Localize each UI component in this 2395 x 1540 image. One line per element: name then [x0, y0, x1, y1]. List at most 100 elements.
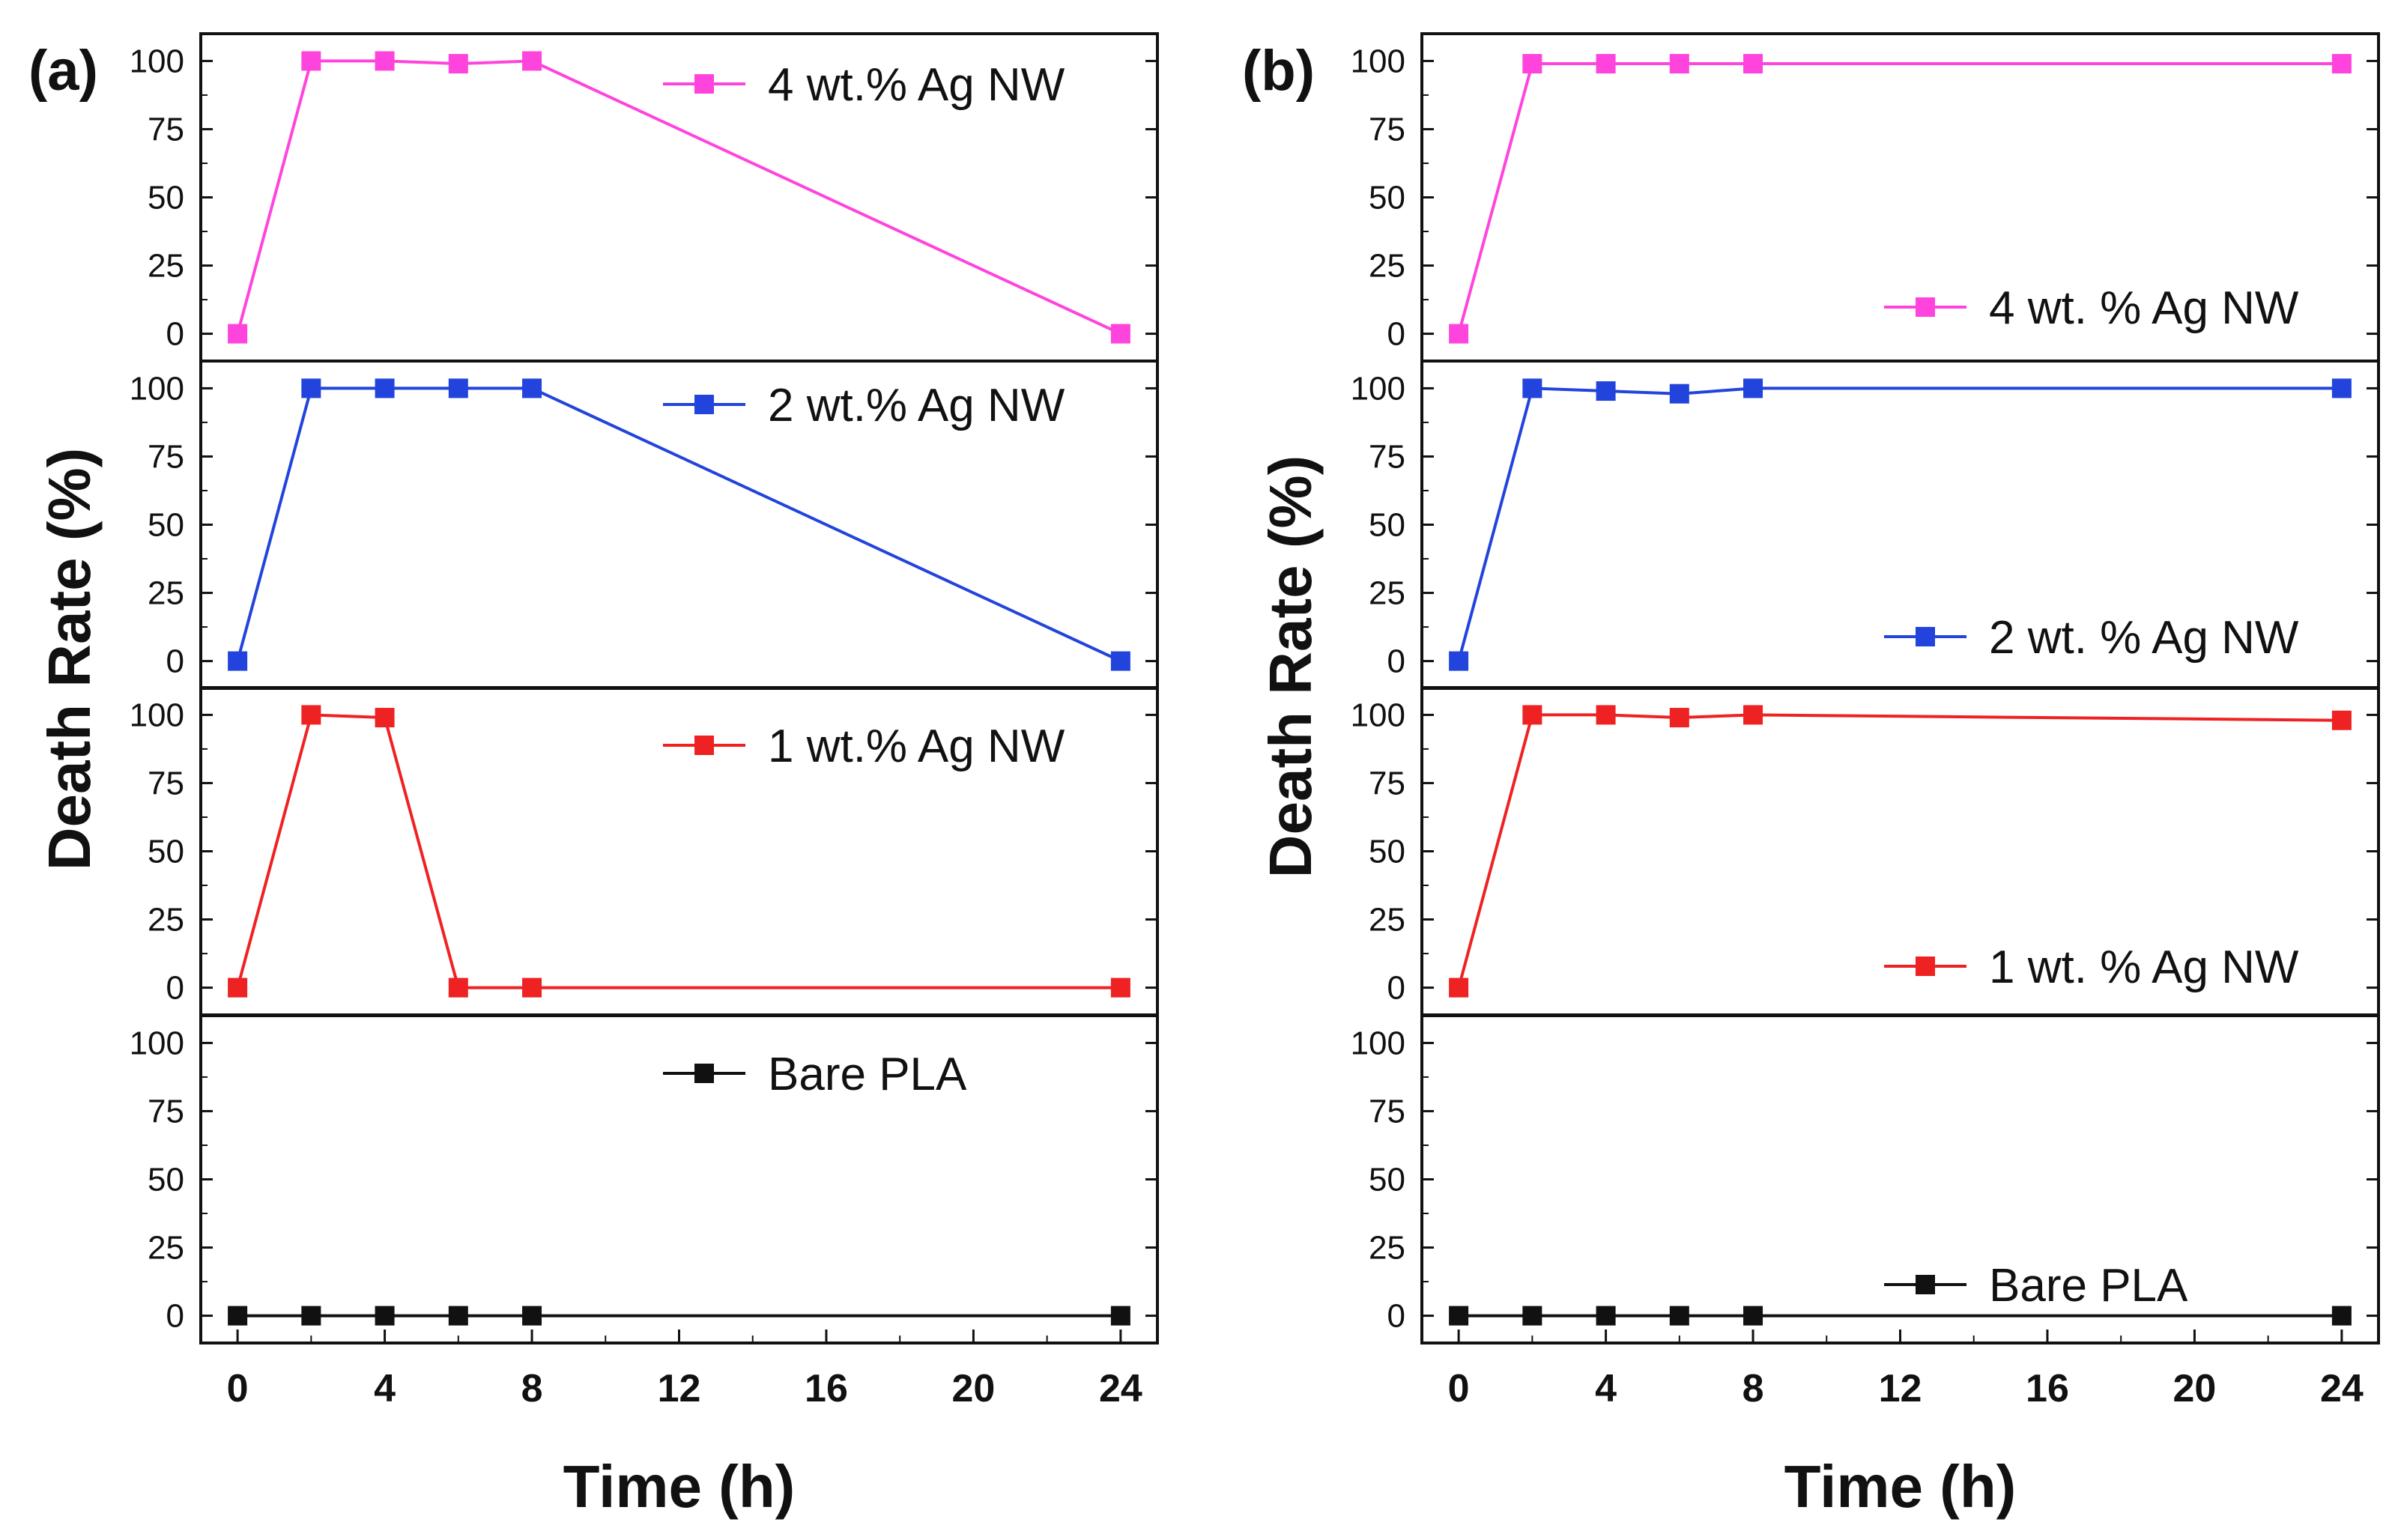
data-point [1743, 54, 1763, 74]
data-point [228, 977, 248, 998]
y-tick-label: 0 [166, 970, 184, 1007]
subplot-2: 0 25 50 75 100 2 wt.% Ag NW [130, 360, 1159, 690]
series-line [236, 713, 1121, 989]
data-point [2331, 1306, 2352, 1326]
panel-a: (a) Death Rate (%) Time (h) 0 25 50 75 100 4 wt.… [28, 32, 1159, 1520]
series-line [236, 386, 1121, 663]
series-line [1457, 62, 2342, 335]
y-tick-label: 0 [1387, 970, 1405, 1007]
y-tick-label: 0 [1387, 643, 1405, 680]
y-tick-label: 0 [1387, 1298, 1405, 1335]
y-tick-label: 75 [1369, 1093, 1405, 1130]
data-point [1669, 1306, 1689, 1326]
y-tick-label: 100 [130, 697, 184, 733]
legend-label: 1 wt. % Ag NW [1989, 942, 2299, 993]
data-point [1522, 378, 1542, 398]
data-point [448, 378, 468, 398]
data-point [1522, 54, 1542, 74]
legend-marker [694, 395, 714, 414]
subplot-3: 0 25 50 75 100 1 wt.% Ag NW [130, 686, 1159, 1016]
legend-label: 4 wt.% Ag NW [768, 59, 1065, 111]
data-point [375, 1306, 395, 1326]
data-point [522, 977, 542, 998]
series-line [1457, 386, 2342, 662]
legend-label: 1 wt.% Ag NW [768, 721, 1065, 772]
subplot-2: 0 25 50 75 100 2 wt. % Ag NW [1351, 360, 2380, 690]
y-tick-label: 50 [1369, 834, 1405, 870]
y-tick-label: 25 [1369, 248, 1405, 285]
legend-label: Bare PLA [1989, 1260, 2188, 1312]
y-tick-label: 100 [1351, 1025, 1405, 1061]
y-tick-label: 25 [148, 248, 184, 285]
y-tick-label: 75 [148, 765, 184, 801]
subplot-1: 0 25 50 75 100 4 wt. % Ag NW [1351, 32, 2380, 363]
y-tick-label: 50 [1369, 180, 1405, 216]
data-point [2331, 378, 2352, 398]
data-point [2331, 54, 2352, 74]
data-point [375, 51, 395, 71]
y-tick-label: 100 [130, 43, 184, 79]
x-tick-label: 16 [805, 1367, 848, 1410]
data-point [522, 51, 542, 71]
y-axis-title: Death Rate (%) [1257, 455, 1324, 879]
data-point [448, 54, 468, 74]
data-point [1743, 705, 1763, 725]
data-point [301, 705, 321, 725]
x-tick-label: 12 [658, 1367, 701, 1410]
y-tick-label: 50 [1369, 1162, 1405, 1198]
x-tick-label: 0 [1448, 1367, 1470, 1410]
legend-marker [694, 1064, 714, 1083]
x-tick-label: 24 [2320, 1367, 2364, 1410]
x-tick-label: 12 [1879, 1367, 1922, 1410]
data-point [1449, 324, 1469, 344]
x-tick-label: 20 [952, 1367, 996, 1410]
y-tick-label: 0 [166, 643, 184, 680]
panel-label: (b) [1242, 39, 1315, 103]
data-point [301, 51, 321, 71]
y-tick-label: 75 [148, 1093, 184, 1130]
panel-b: (b) Death Rate (%) Time (h) 0 25 50 75 100 4 wt.… [1242, 32, 2380, 1520]
y-tick-label: 100 [130, 370, 184, 407]
y-tick-label: 50 [148, 1162, 184, 1198]
y-tick-label: 25 [148, 1230, 184, 1267]
data-point [1110, 1306, 1130, 1326]
data-point [228, 651, 248, 671]
data-point [1449, 977, 1469, 998]
y-tick-label: 25 [1369, 1230, 1405, 1267]
data-point [1743, 378, 1763, 398]
data-point [1669, 708, 1689, 728]
data-point [1596, 1306, 1616, 1326]
data-point [1596, 705, 1616, 725]
data-point [1110, 977, 1130, 998]
y-tick-label: 25 [148, 902, 184, 939]
x-tick-label: 8 [1742, 1367, 1764, 1410]
data-point [375, 708, 395, 728]
y-tick-label: 100 [1351, 370, 1405, 407]
series-line [1457, 713, 2342, 989]
data-point [1110, 324, 1130, 344]
data-point [228, 1306, 248, 1326]
data-point [522, 378, 542, 398]
y-tick-label: 75 [1369, 438, 1405, 475]
y-tick-label: 0 [166, 316, 184, 353]
y-tick-label: 50 [1369, 507, 1405, 544]
data-point [228, 324, 248, 344]
x-axis-title: Time (h) [1784, 1453, 2017, 1520]
data-point [522, 1306, 542, 1326]
x-tick-label: 24 [1099, 1367, 1142, 1410]
legend-marker [694, 736, 714, 755]
y-tick-label: 50 [148, 834, 184, 870]
x-tick-label: 4 [1595, 1367, 1617, 1410]
x-tick-label: 0 [227, 1367, 249, 1410]
legend-marker [1916, 627, 1935, 646]
y-tick-label: 100 [130, 1025, 184, 1061]
x-tick-label: 8 [521, 1367, 543, 1410]
legend-marker [694, 74, 714, 94]
data-point [301, 1306, 321, 1326]
y-tick-label: 75 [1369, 765, 1405, 801]
y-tick-label: 75 [148, 438, 184, 475]
data-point [1522, 705, 1542, 725]
series-line [236, 59, 1121, 336]
x-tick-label: 20 [2173, 1367, 2217, 1410]
